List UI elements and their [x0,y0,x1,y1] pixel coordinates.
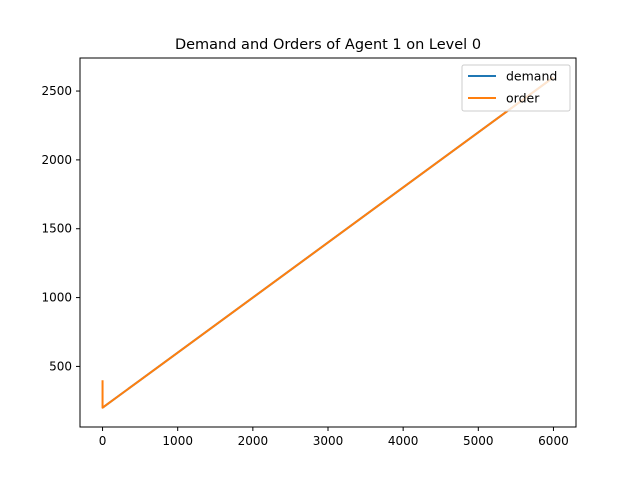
x-tick-label: 5000 [463,434,494,448]
legend: demand order [461,64,571,112]
series-line-order [101,76,555,409]
y-tick-label: 1500 [41,222,72,236]
x-tick-label: 4000 [388,434,419,448]
x-tick-label: 6000 [538,434,569,448]
y-tick-label: 1000 [41,291,72,305]
y-tick-label: 2500 [41,84,72,98]
x-tick-label: 1000 [162,434,193,448]
series-layer [101,76,555,409]
legend-label-order: order [506,91,540,106]
legend-label-demand: demand [506,69,557,84]
chart-title: Demand and Orders of Agent 1 on Level 0 [175,37,481,53]
y-axis-ticks: 500 1000 1500 2000 2500 [41,84,80,373]
y-tick-label: 2000 [41,153,72,167]
y-tick-label: 500 [49,359,72,373]
x-tick-label: 2000 [238,434,269,448]
x-tick-label: 3000 [313,434,344,448]
x-tick-label: 0 [99,434,107,448]
x-axis-ticks: 0 1000 2000 3000 4000 5000 6000 [99,427,569,448]
